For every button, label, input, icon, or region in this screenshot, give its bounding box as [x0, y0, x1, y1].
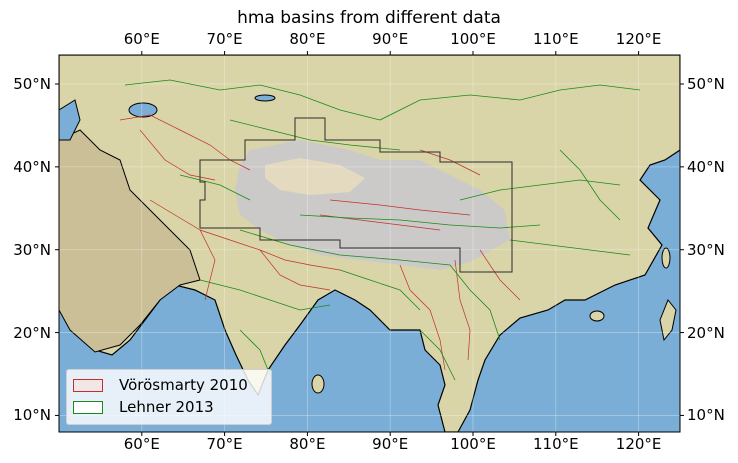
legend-swatch-vorosmarty	[73, 378, 103, 392]
lon-tick-bottom: 100°E	[450, 435, 496, 453]
legend: Vörösmarty 2010 Lehner 2013	[66, 369, 272, 425]
lat-tick-right: 40°N	[687, 157, 725, 176]
lon-tick-bottom: 110°E	[532, 435, 579, 453]
lon-tick-bottom: 90°E	[372, 435, 409, 453]
legend-label: Vörösmarty 2010	[119, 376, 248, 394]
lehner-basins	[124, 79, 641, 381]
hainan	[589, 310, 605, 322]
lake-balkhash	[254, 94, 276, 102]
map-frame	[58, 54, 681, 433]
hma-region-outline	[199, 117, 513, 273]
lat-tick-left: 40°N	[13, 157, 51, 176]
lat-tick-right: 30°N	[687, 240, 725, 259]
lon-tick-top: 110°E	[532, 30, 579, 48]
vorosmarty-basins	[119, 114, 521, 371]
aral-sea	[128, 102, 158, 118]
legend-swatch-lehner	[73, 400, 103, 414]
map-title: hma basins from different data	[237, 8, 501, 28]
lon-tick-top: 90°E	[372, 30, 409, 48]
lat-tick-right: 10°N	[687, 406, 725, 425]
lon-tick-top: 100°E	[450, 30, 496, 48]
legend-label: Lehner 2013	[119, 398, 214, 416]
legend-item-lehner: Lehner 2013	[73, 397, 214, 417]
taiwan	[661, 247, 671, 269]
lon-tick-bottom: 120°E	[615, 435, 662, 453]
lon-tick-bottom: 80°E	[289, 435, 326, 453]
lon-tick-top: 120°E	[615, 30, 662, 48]
lat-tick-left: 20°N	[13, 323, 51, 342]
lon-tick-bottom: 60°E	[123, 435, 160, 453]
lon-tick-bottom: 70°E	[206, 435, 243, 453]
lon-tick-top: 60°E	[123, 30, 160, 48]
lat-tick-left: 50°N	[13, 75, 51, 93]
sri-lanka	[311, 374, 325, 394]
tarim	[265, 158, 365, 195]
lat-tick-right: 50°N	[687, 75, 725, 93]
caspian-sea	[59, 99, 81, 141]
legend-item-vorosmarty: Vörösmarty 2010	[73, 375, 248, 395]
tick-marks	[55, 51, 684, 436]
lat-tick-left: 10°N	[13, 406, 51, 425]
luzon	[659, 299, 677, 342]
lat-tick-right: 20°N	[687, 323, 725, 342]
lon-tick-top: 80°E	[289, 30, 326, 48]
lon-tick-top: 70°E	[206, 30, 243, 48]
lat-tick-left: 30°N	[13, 240, 51, 259]
